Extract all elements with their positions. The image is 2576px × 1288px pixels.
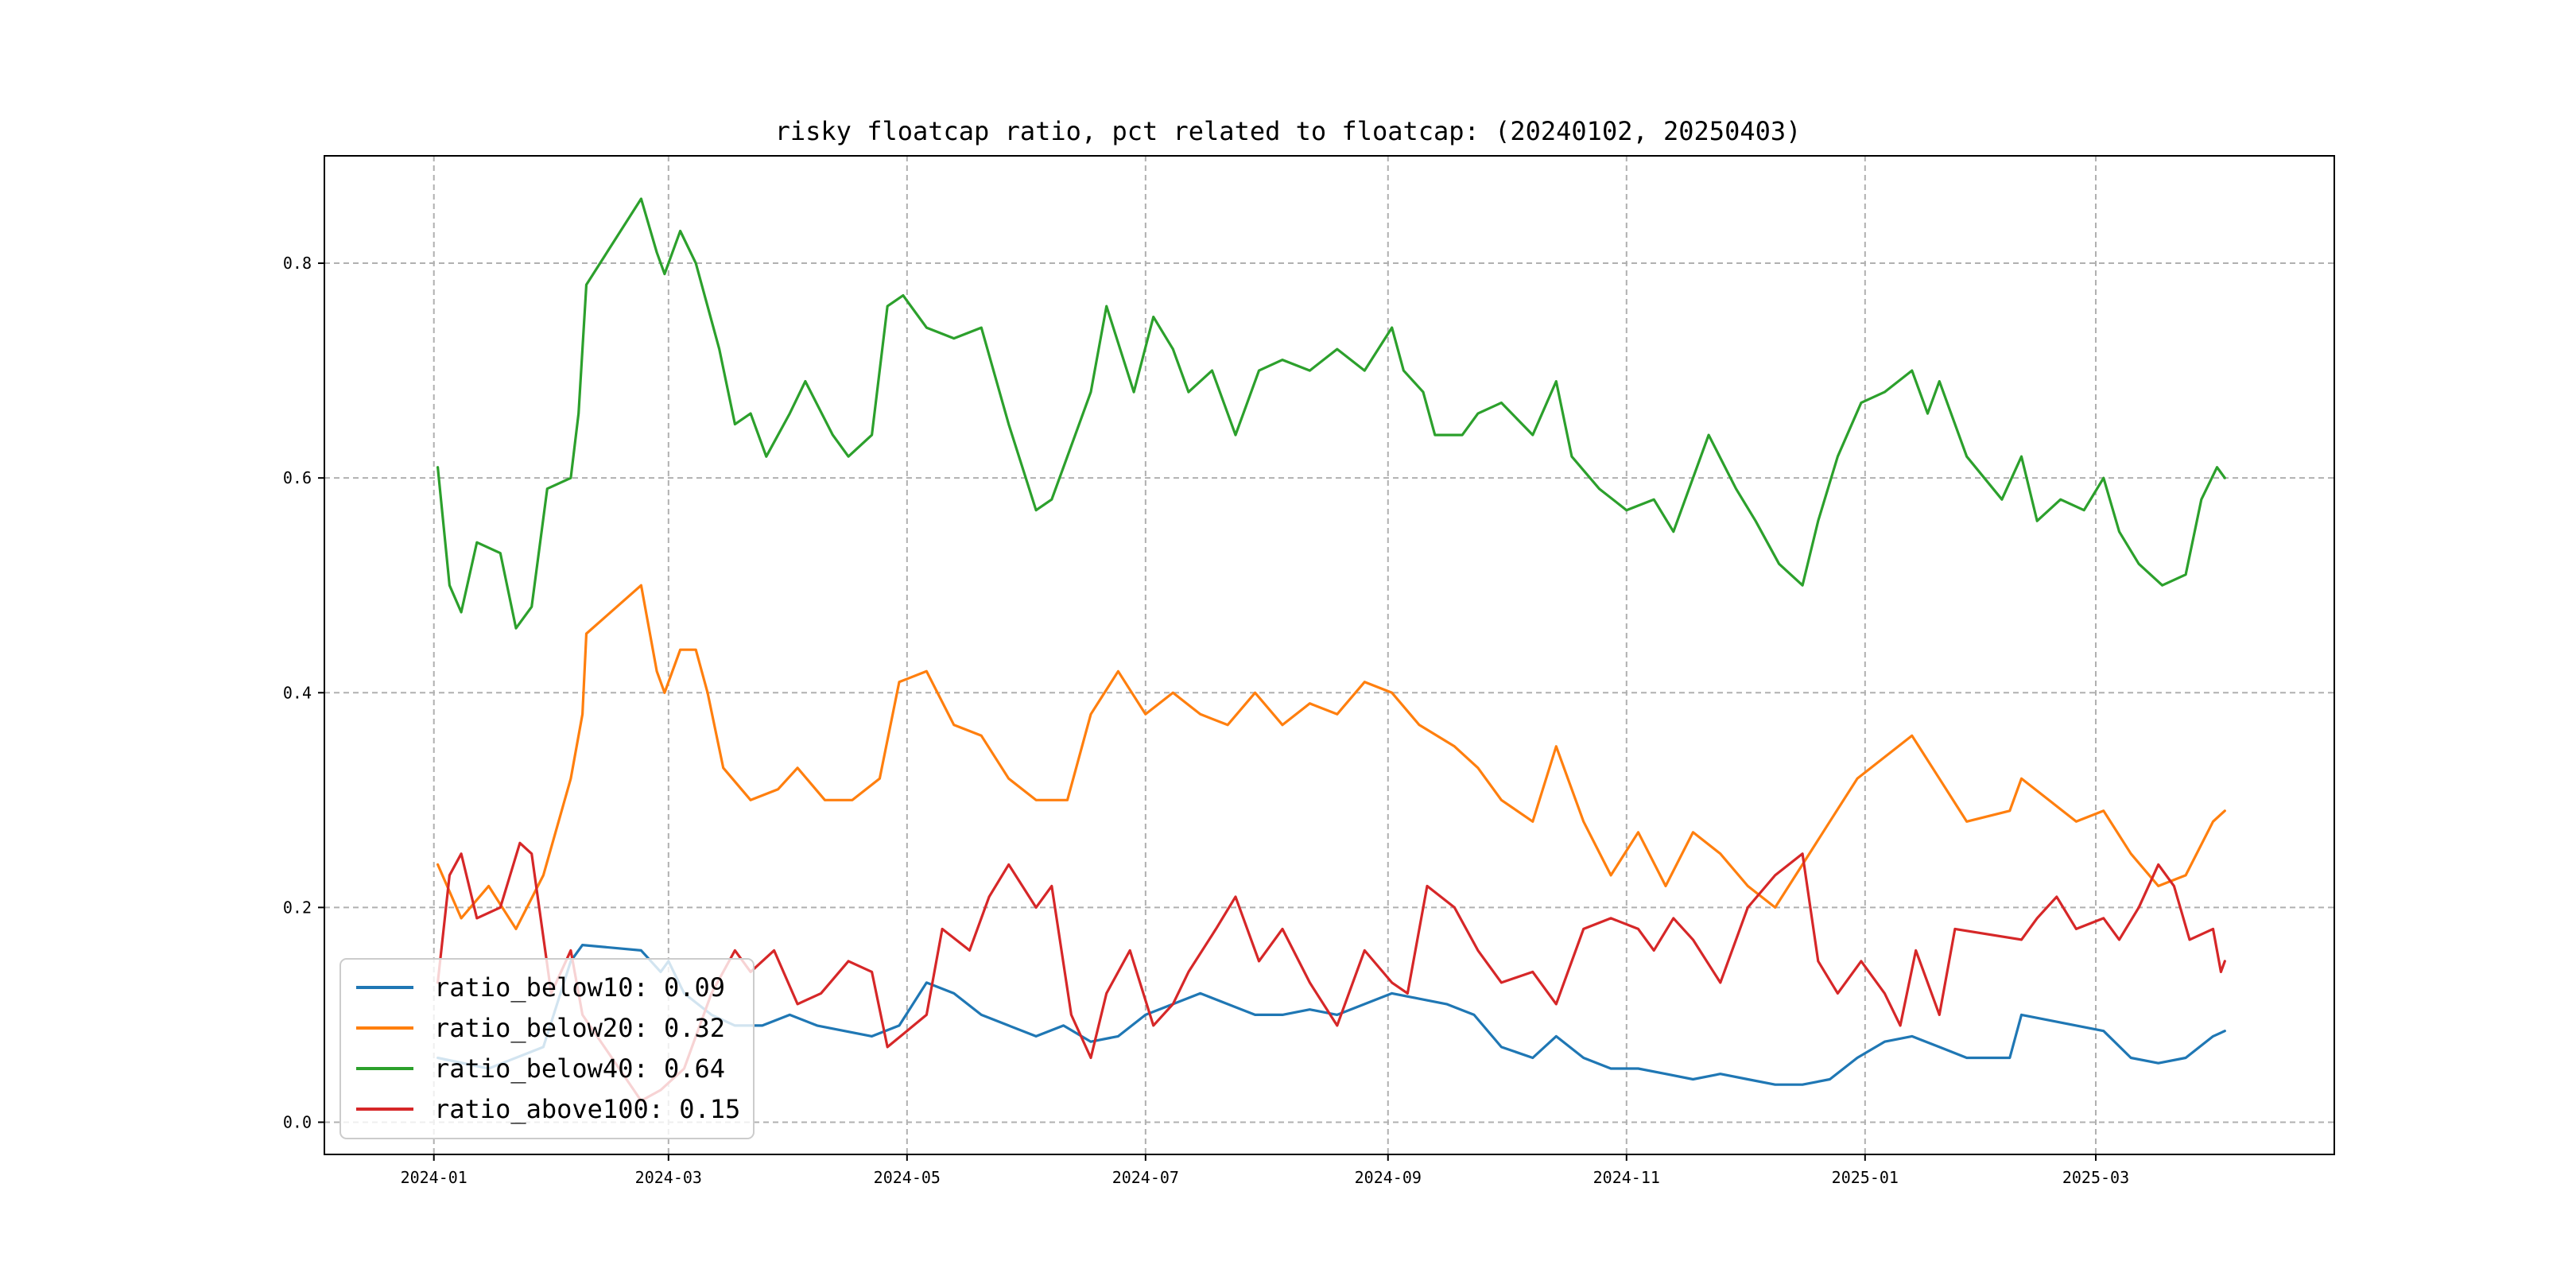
- x-tick-label: 2024-03: [635, 1168, 702, 1187]
- legend-label: ratio_below10: 0.09: [434, 972, 725, 1003]
- series-line-ratio-below10: [436, 944, 2226, 1086]
- x-tick-label: 2024-07: [1112, 1168, 1179, 1187]
- legend-label: ratio_below40: 0.64: [434, 1053, 725, 1084]
- legend-label: ratio_above100: 0.15: [434, 1094, 740, 1124]
- legend-label: ratio_below20: 0.32: [434, 1013, 725, 1043]
- series-line-ratio-below20: [436, 584, 2226, 930]
- x-tick-label: 2024-11: [1593, 1168, 1660, 1187]
- y-tick-label: 0.4: [283, 683, 312, 702]
- x-tick-label: 2024-09: [1355, 1168, 1422, 1187]
- y-tick-label: 0.6: [283, 468, 312, 487]
- plot-frame: [324, 155, 2335, 1155]
- legend-box: [339, 958, 755, 1139]
- axis-ticks: 2024-01 2024-03 2024-05 2024-07 2024-09 2024-…: [283, 254, 2129, 1187]
- y-tick-label: 0.2: [283, 898, 312, 917]
- series-line-ratio-below40: [436, 197, 2226, 630]
- y-tick-label: 0.8: [283, 254, 312, 273]
- chart-title: risky floatcap ratio, pct related to flo…: [775, 116, 1802, 146]
- series-lines: [436, 197, 2226, 1103]
- x-tick-label: 2024-05: [874, 1168, 941, 1187]
- x-tick-label: 2024-01: [401, 1168, 467, 1187]
- x-tick-label: 2025-01: [1832, 1168, 1899, 1187]
- legend: ratio_below10: 0.09 ratio_below20: 0.32 ra…: [339, 958, 755, 1139]
- x-tick-label: 2025-03: [2062, 1168, 2129, 1187]
- y-tick-label: 0.0: [283, 1112, 312, 1131]
